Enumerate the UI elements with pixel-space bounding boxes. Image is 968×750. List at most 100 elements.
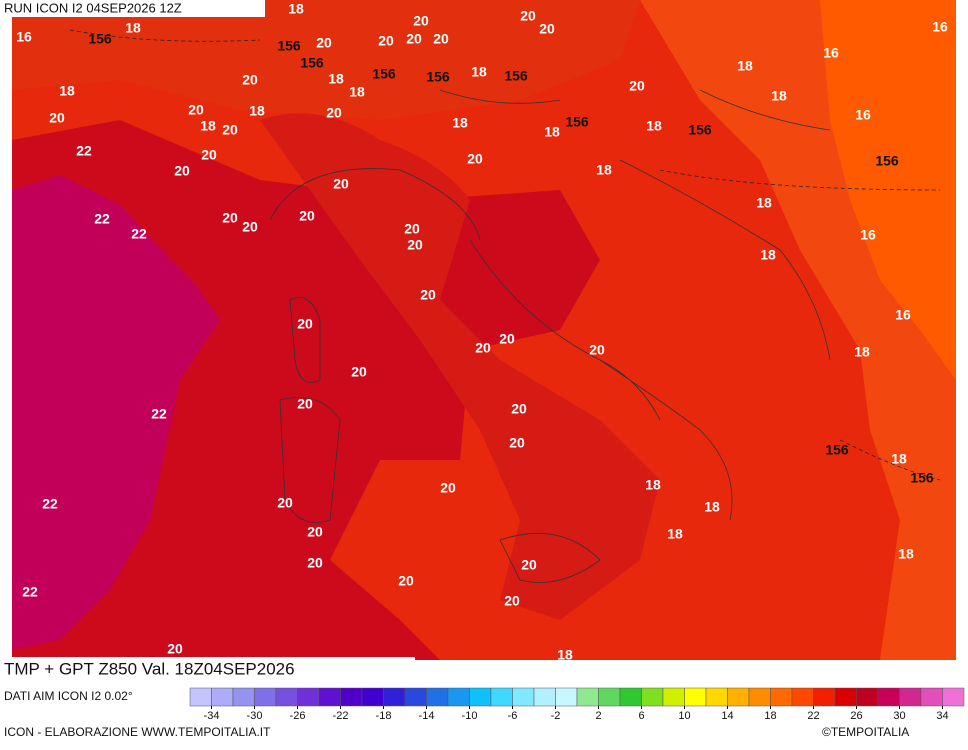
- contour-label: 20: [509, 435, 525, 451]
- contour-label: 20: [167, 641, 183, 657]
- color-swatch: [942, 687, 965, 707]
- contour-label: 18: [646, 118, 662, 134]
- tick-label: 34: [936, 710, 948, 722]
- contour-label: 156: [426, 69, 450, 85]
- title-box: [0, 657, 415, 683]
- color-swatch: [619, 687, 642, 707]
- contour-label: 18: [704, 499, 720, 515]
- map-field: [12, 0, 956, 660]
- contour-label: 16: [855, 107, 871, 123]
- color-swatch: [555, 687, 578, 707]
- contour-label: 18: [557, 647, 573, 663]
- tick-label: 18: [764, 710, 776, 722]
- color-swatch: [318, 687, 341, 707]
- color-swatch: [770, 687, 793, 707]
- tick-label: 6: [638, 710, 644, 722]
- contour-label: 20: [242, 72, 258, 88]
- contour-label: 18: [596, 162, 612, 178]
- contour-label: 18: [544, 124, 560, 140]
- islands: [279, 297, 601, 583]
- tick-label: -22: [333, 710, 349, 722]
- contour-label: 22: [151, 406, 167, 422]
- tick-label: 22: [807, 710, 819, 722]
- contour-label: 20: [222, 210, 238, 226]
- color-swatch: [490, 687, 513, 707]
- contour-label: 20: [539, 21, 555, 37]
- tick-label: -30: [247, 710, 263, 722]
- header-box: [0, 0, 265, 17]
- contour-label: 18: [328, 71, 344, 87]
- color-swatch: [512, 687, 535, 707]
- contour-label: 20: [174, 163, 190, 179]
- contour-label: 22: [131, 226, 147, 242]
- color-swatch: [275, 687, 298, 707]
- contour-label: 156: [875, 153, 899, 169]
- contour-label: 20: [406, 31, 422, 47]
- contour-label: 18: [249, 103, 265, 119]
- contour-label: 16: [895, 307, 911, 323]
- contour-label: 16: [16, 29, 32, 45]
- contour-label: 20: [499, 331, 515, 347]
- contour-label: 22: [42, 496, 58, 512]
- contour-label: 18: [471, 64, 487, 80]
- contour-label: 16: [860, 227, 876, 243]
- color-swatch: [727, 687, 750, 707]
- geopotential-lines: [69, 29, 941, 481]
- color-swatch: [856, 687, 879, 707]
- contour-label: 20: [188, 102, 204, 118]
- contour-label: 20: [520, 8, 536, 24]
- contour-label: 156: [565, 114, 589, 130]
- color-swatch: [920, 687, 943, 707]
- color-swatch: [426, 687, 449, 707]
- field-hot: [12, 175, 220, 650]
- run-label: RUN ICON I2 04SEP2026 12Z: [4, 0, 182, 15]
- contour-label: 20: [242, 219, 258, 235]
- contour-label: 18: [898, 546, 914, 562]
- contour-label: 20: [299, 208, 315, 224]
- contour-label: 20: [433, 31, 449, 47]
- color-swatch: [899, 687, 922, 707]
- contour-label: 156: [88, 31, 112, 47]
- contour-label: 16: [932, 19, 948, 35]
- contour-label: 20: [398, 573, 414, 589]
- credit: ICON - ELABORAZIONE WWW.TEMPOITALIA.IT: [4, 725, 271, 739]
- contour-label: 20: [467, 151, 483, 167]
- tick-label: -10: [462, 710, 478, 722]
- color-swatch: [598, 687, 621, 707]
- contour-label: 18: [756, 195, 772, 211]
- contour-label: 156: [277, 38, 301, 54]
- source: DATI AIM ICON I2 0.02°: [4, 689, 133, 703]
- contour-label: 20: [333, 176, 349, 192]
- color-swatch: [404, 687, 427, 707]
- tick-label: -14: [419, 710, 435, 722]
- contour-label: 16: [823, 45, 839, 61]
- contour-label: 18: [288, 1, 304, 17]
- tick-label: 30: [893, 710, 905, 722]
- contour-label: 18: [452, 115, 468, 131]
- color-swatch: [662, 687, 685, 707]
- color-swatch: [211, 687, 234, 707]
- tick-label: 14: [721, 710, 733, 722]
- contour-label: 18: [771, 88, 787, 104]
- borders: [269, 89, 831, 521]
- color-swatch: [705, 687, 728, 707]
- copyright: ©TEMPOITALIA: [822, 725, 909, 739]
- color-swatch: [791, 687, 814, 707]
- color-swatch: [748, 687, 771, 707]
- color-swatch: [684, 687, 707, 707]
- contour-label: 20: [326, 105, 342, 121]
- map-title: TMP + GPT Z850 Val. 18Z04SEP2026: [4, 659, 295, 678]
- contour-label: 156: [910, 470, 934, 486]
- color-swatch: [189, 687, 212, 707]
- contour-label: 20: [504, 593, 520, 609]
- contour-label: 20: [521, 557, 537, 573]
- color-swatch: [877, 687, 900, 707]
- contour-label: 156: [300, 55, 324, 71]
- color-swatch: [447, 687, 470, 707]
- color-swatch: [254, 687, 277, 707]
- contour-label: 20: [297, 396, 313, 412]
- color-swatch: [813, 687, 836, 707]
- color-swatch: [641, 687, 664, 707]
- contour-label: 18: [645, 477, 661, 493]
